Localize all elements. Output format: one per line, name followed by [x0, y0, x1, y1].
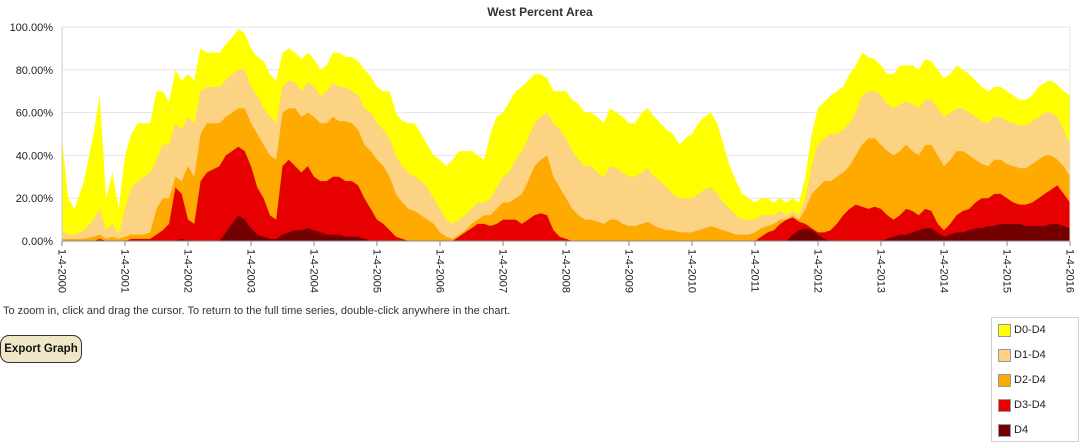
x-tick-label: 1-4-2000 — [56, 249, 68, 293]
x-tick-label: 1-4-2002 — [182, 249, 194, 293]
chart-area[interactable]: West Percent Area 0.00% 20.00% 40.00% 60.00… — [0, 0, 1080, 300]
x-tick-label: 1-4-2003 — [245, 249, 257, 293]
x-tick-label: 1-4-2013 — [875, 249, 887, 293]
y-tick-label: 0.00% — [22, 236, 53, 248]
series-area-d3-d4 — [62, 146, 1070, 241]
export-graph-button[interactable]: Export Graph — [0, 335, 82, 363]
legend-swatch — [998, 398, 1011, 412]
legend-swatch — [998, 348, 1011, 362]
legend-swatch — [998, 423, 1011, 437]
y-tick-label: 40.00% — [16, 150, 54, 162]
x-tick-label: 1-4-2014 — [938, 249, 950, 293]
chart-title: West Percent Area — [487, 5, 593, 19]
legend-swatch — [998, 323, 1011, 337]
x-tick-label: 1-4-2010 — [686, 249, 698, 293]
legend-item-d1-d4[interactable]: D1-D4 — [998, 347, 1046, 363]
legend-item-d4[interactable]: D4 — [998, 422, 1028, 438]
legend-label: D2-D4 — [1014, 374, 1046, 386]
legend-item-d3-d4[interactable]: D3-D4 — [998, 397, 1046, 413]
legend-label: D4 — [1014, 424, 1029, 436]
legend-label: D0-D4 — [1014, 324, 1046, 336]
axes: 0.00% 20.00% 40.00% 60.00% 80.00% 100.00% 1-4-… — [10, 22, 1076, 293]
chart-legend: D0-D4 D1-D4 D2-D4 D3-D4 D4 — [991, 317, 1079, 442]
x-tick-label: 1-4-2004 — [308, 249, 320, 293]
x-tick-label: 1-4-2007 — [497, 249, 509, 293]
legend-swatch — [998, 373, 1011, 387]
legend-label: D3-D4 — [1014, 399, 1046, 411]
x-tick-label: 1-4-2008 — [560, 249, 572, 293]
series-area-d4 — [62, 215, 1070, 241]
y-tick-label: 20.00% — [16, 193, 54, 205]
x-tick-label: 1-4-2001 — [119, 249, 131, 293]
x-tick-label: 1-4-2016 — [1064, 249, 1076, 293]
percent-area-chart[interactable]: 0.00% 20.00% 40.00% 60.00% 80.00% 100.00% 1-4-… — [0, 0, 1080, 300]
x-tick-label: 1-4-2009 — [623, 249, 635, 293]
y-tick-label: 60.00% — [16, 108, 54, 120]
series-areas — [62, 29, 1070, 241]
y-tick-label: 80.00% — [16, 65, 54, 77]
x-tick-label: 1-4-2005 — [371, 249, 383, 293]
zoom-instructions: To zoom in, click and drag the cursor. T… — [3, 305, 511, 317]
x-tick-label: 1-4-2006 — [434, 249, 446, 293]
legend-item-d2-d4[interactable]: D2-D4 — [998, 372, 1046, 388]
x-tick-label: 1-4-2012 — [812, 249, 824, 293]
x-tick-label: 1-4-2015 — [1001, 249, 1013, 293]
x-tick-label: 1-4-2011 — [749, 249, 761, 292]
y-tick-label: 100.00% — [10, 22, 54, 34]
legend-label: D1-D4 — [1014, 349, 1046, 361]
legend-item-d0-d4[interactable]: D0-D4 — [998, 322, 1046, 338]
